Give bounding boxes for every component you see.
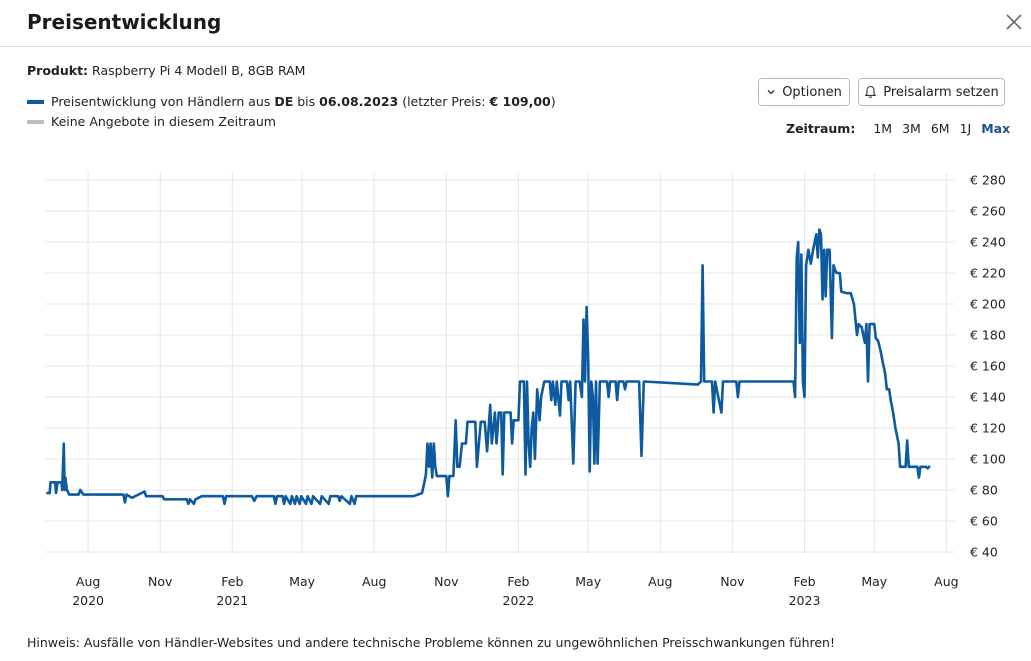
x-tick-label: Feb [793,574,815,589]
y-tick-label: € 200 [970,297,1006,312]
close-icon [1006,14,1022,30]
x-tick-label: Aug [648,574,672,589]
product-line: Produkt: Raspberry Pi 4 Modell B, 8GB RA… [27,63,305,78]
price-alarm-button-label: Preisalarm setzen [883,84,999,100]
legend-country: DE [274,94,294,109]
close-button[interactable] [1002,10,1026,34]
x-tick-label: Nov [720,574,745,589]
x-tick-year-label: 2022 [503,593,535,608]
x-tick-label: Nov [434,574,459,589]
zeitraum-option-1m[interactable]: 1M [873,121,893,136]
y-tick-label: € 100 [970,452,1006,467]
y-tick-label: € 180 [970,328,1006,343]
chevron-down-icon [767,90,775,95]
y-tick-label: € 120 [970,421,1006,436]
product-name: Raspberry Pi 4 Modell B, 8GB RAM [92,63,306,78]
product-label: Produkt: [27,63,89,78]
legend-until: bis [297,94,316,109]
y-tick-label: € 240 [970,235,1006,250]
x-axis: Aug 2020 Nov Feb 2021 May Aug Nov Feb 2022 May Aug N… [72,574,958,608]
legend-last-price-label: (letzter Preis: [402,94,486,109]
options-button[interactable]: Optionen [758,78,850,106]
y-tick-label: € 280 [970,173,1006,188]
footer-note: Hinweis: Ausfälle von Händler-Websites u… [27,635,835,650]
price-chart: € 40 € 60 € 80 € 100 € 120 € 140 € 160 € 180 € 2… [45,172,1006,608]
legend-last-price: € 109,00 [489,94,551,109]
x-tick-label: Aug [76,574,100,589]
zeitraum-option-3m[interactable]: 3M [902,121,921,136]
x-tick-year-label: 2023 [789,593,821,608]
y-tick-label: € 40 [970,545,998,560]
y-tick-label: € 60 [970,514,998,529]
price-alarm-button[interactable]: Preisalarm setzen [858,78,1005,106]
x-tick-year-label: 2021 [216,593,248,608]
legend-no-offers: Keine Angebote in diesem Zeitraum [27,114,276,129]
x-tick-label: Feb [507,574,529,589]
legend-close-paren: ) [550,94,556,109]
x-tick-label: May [575,574,601,589]
x-tick-label: Aug [362,574,386,589]
zeitraum-option-6m[interactable]: 6M [930,121,950,136]
x-tick-label: Feb [221,574,243,589]
y-tick-label: € 260 [970,204,1006,219]
zeitraum-label: Zeitraum: [786,121,856,136]
zeitraum-option-max[interactable]: Max [981,121,1011,136]
legend-date: 06.08.2023 [319,94,399,109]
legend-series-prefix: Preisentwicklung von Händlern aus [51,94,271,109]
x-tick-year-label: 2020 [72,593,104,608]
x-tick-label: May [289,574,315,589]
x-tick-label: Nov [148,574,173,589]
chart-series [46,228,931,506]
y-tick-label: € 160 [970,359,1006,374]
options-button-label: Optionen [782,84,842,100]
legend-swatch-series [27,99,44,104]
price-series-line [46,228,931,506]
y-tick-label: € 220 [970,266,1006,281]
dialog-header: Preisentwicklung [0,0,1031,47]
x-tick-label: Aug [934,574,958,589]
y-tick-label: € 140 [970,390,1006,405]
legend-swatch-no-offers [27,119,44,124]
y-axis: € 40 € 60 € 80 € 100 € 120 € 140 € 160 € 180 € 2… [970,173,1006,560]
legend-series: Preisentwicklung von Händlern aus DE bis… [27,94,556,109]
zeitraum-option-1j[interactable]: 1J [959,121,972,136]
zeitraum-selector: Zeitraum: 1M 3M 6M 1J Max [786,121,1010,136]
y-tick-label: € 80 [970,483,998,498]
chart-grid [45,172,955,554]
x-tick-label: May [861,574,887,589]
legend-no-offers-text: Keine Angebote in diesem Zeitraum [51,114,276,129]
bell-icon [865,85,877,98]
dialog-title: Preisentwicklung [27,10,222,34]
